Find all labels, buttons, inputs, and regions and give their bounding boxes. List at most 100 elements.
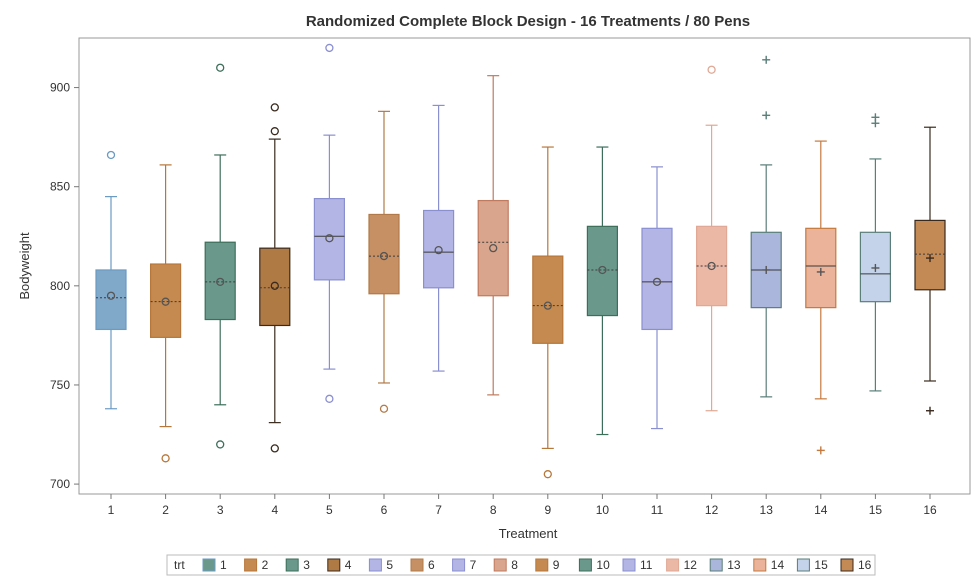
box-3 bbox=[204, 63, 236, 449]
outlier-point bbox=[816, 446, 825, 455]
box-5 bbox=[313, 43, 345, 403]
box-rect bbox=[204, 241, 236, 321]
box-9 bbox=[532, 146, 564, 479]
box-rect bbox=[150, 263, 182, 338]
x-tick-label: 10 bbox=[596, 503, 610, 517]
legend-label-3: 3 bbox=[303, 558, 310, 572]
legend-swatch-11 bbox=[622, 558, 636, 572]
outlier-point bbox=[270, 444, 279, 453]
legend-swatch-3 bbox=[285, 558, 299, 572]
mean-marker bbox=[106, 291, 116, 300]
legend-label-8: 8 bbox=[511, 558, 518, 572]
legend-label-7: 7 bbox=[470, 558, 477, 572]
legend-label-12: 12 bbox=[684, 558, 698, 572]
box-11 bbox=[641, 166, 673, 430]
x-tick-label: 12 bbox=[705, 503, 719, 517]
legend-label-5: 5 bbox=[386, 558, 393, 572]
mean-marker bbox=[543, 301, 552, 310]
mean-marker bbox=[379, 251, 389, 261]
x-tick-label: 1 bbox=[108, 503, 115, 517]
box-rect bbox=[586, 225, 619, 317]
legend-title: trt bbox=[174, 558, 185, 572]
x-tick-label: 14 bbox=[814, 503, 828, 517]
box-10 bbox=[586, 146, 619, 436]
legend-swatch-13 bbox=[709, 558, 723, 572]
outlier-point bbox=[707, 65, 716, 74]
outlier-point bbox=[325, 43, 334, 53]
legend-swatch-7 bbox=[452, 558, 466, 572]
outlier-point bbox=[379, 404, 389, 413]
mean-marker bbox=[434, 245, 443, 255]
box-rect bbox=[477, 199, 509, 297]
box-8 bbox=[477, 75, 509, 396]
box-2 bbox=[150, 164, 182, 463]
mean-marker bbox=[161, 297, 170, 306]
box-series bbox=[95, 43, 946, 479]
x-tick-label: 9 bbox=[544, 503, 551, 517]
x-tick-label: 11 bbox=[651, 503, 664, 517]
x-tick-label: 8 bbox=[490, 503, 497, 517]
mean-marker bbox=[816, 267, 825, 276]
x-tick-label: 16 bbox=[923, 503, 937, 517]
x-tick-label: 5 bbox=[326, 503, 333, 517]
legend-label-13: 13 bbox=[727, 558, 741, 572]
mean-marker bbox=[270, 281, 279, 290]
x-axis: 1 2 3 4 5 6 7 8 9 10 11 12 13 14 15 16 bbox=[108, 494, 937, 517]
box-13 bbox=[750, 55, 782, 398]
legend-swatch-4 bbox=[327, 558, 341, 572]
legend-swatch-12 bbox=[666, 558, 680, 572]
legend-label-4: 4 bbox=[345, 558, 352, 572]
box-7 bbox=[423, 104, 455, 372]
legend-swatch-16 bbox=[840, 558, 854, 572]
plot-frame bbox=[78, 37, 971, 495]
legend-label-11: 11 bbox=[640, 558, 653, 572]
mean-marker bbox=[707, 261, 716, 271]
x-tick-label: 6 bbox=[381, 503, 388, 517]
y-tick-label: 700 bbox=[50, 477, 70, 491]
outlier-point bbox=[926, 406, 934, 415]
legend-swatch-5 bbox=[368, 558, 382, 572]
chart-title: Randomized Complete Block Design - 16 Tr… bbox=[306, 13, 750, 30]
x-tick-label: 2 bbox=[162, 503, 169, 517]
outlier-point bbox=[161, 454, 170, 463]
mean-marker bbox=[325, 234, 334, 243]
legend-label-1: 1 bbox=[220, 558, 227, 572]
legend-swatch-6 bbox=[410, 558, 424, 572]
legend-swatch-15 bbox=[796, 558, 810, 572]
outlier-point bbox=[270, 103, 279, 112]
mean-marker bbox=[489, 244, 498, 253]
y-tick-label: 800 bbox=[50, 279, 70, 293]
box-4 bbox=[259, 103, 291, 453]
mean-marker bbox=[926, 254, 934, 263]
mean-marker bbox=[216, 277, 225, 287]
mean-marker bbox=[762, 265, 771, 274]
box-6 bbox=[368, 110, 400, 413]
legend-swatch-1 bbox=[202, 558, 216, 572]
x-tick-label: 13 bbox=[760, 503, 774, 517]
legend-label-14: 14 bbox=[771, 558, 785, 572]
mean-marker bbox=[652, 277, 662, 287]
legend-label-16: 16 bbox=[858, 558, 872, 572]
box-rect bbox=[423, 209, 455, 289]
outlier-point bbox=[543, 470, 552, 479]
legend-frame bbox=[166, 554, 876, 576]
outlier-point bbox=[871, 113, 880, 122]
x-tick-label: 3 bbox=[217, 503, 224, 517]
box-rect bbox=[259, 247, 291, 327]
box-16 bbox=[914, 126, 946, 415]
x-axis-label: Treatment bbox=[499, 526, 558, 541]
legend-label-2: 2 bbox=[262, 558, 269, 572]
legend-swatch-8 bbox=[493, 558, 507, 572]
legend: trt 1 2 3 4 5 6 7 8 9 10 11 12 13 14 15 16 bbox=[166, 554, 876, 576]
x-tick-label: 15 bbox=[869, 503, 883, 517]
legend-label-10: 10 bbox=[596, 558, 610, 572]
box-rect bbox=[313, 197, 345, 281]
legend-label-6: 6 bbox=[428, 558, 435, 572]
y-axis-label: Bodyweight bbox=[17, 232, 32, 300]
box-12 bbox=[695, 65, 728, 412]
legend-swatch-10 bbox=[578, 558, 592, 572]
outlier-point bbox=[762, 55, 771, 64]
x-tick-label: 4 bbox=[271, 503, 278, 517]
outlier-point bbox=[325, 394, 334, 403]
